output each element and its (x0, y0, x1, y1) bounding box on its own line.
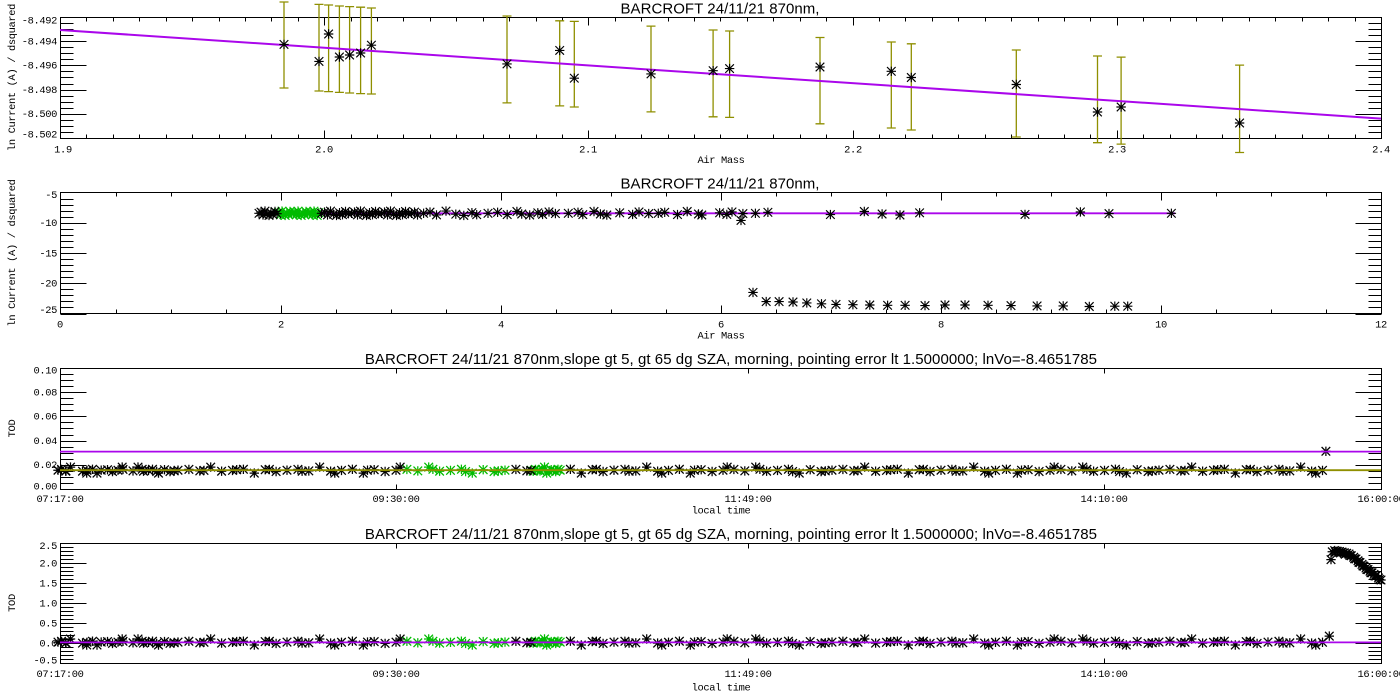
svg-text:14:10:00: 14:10:00 (1080, 494, 1127, 506)
svg-text:1.0: 1.0 (39, 598, 57, 610)
svg-text:16:00:00: 16:00:00 (1357, 494, 1400, 506)
svg-text:-25: -25 (39, 305, 57, 317)
svg-text:2.3: 2.3 (1108, 144, 1126, 156)
svg-text:0.10: 0.10 (33, 366, 57, 378)
svg-text:-20: -20 (39, 279, 57, 291)
svg-text:09:30:00: 09:30:00 (372, 669, 419, 681)
svg-text:1.9: 1.9 (54, 144, 72, 156)
svg-text:ln Current (A) / dsquared: ln Current (A) / dsquared (7, 4, 19, 151)
svg-text:BARCROFT 24/11/21 870nm,: BARCROFT 24/11/21 870nm, (620, 0, 819, 17)
svg-text:0.0: 0.0 (39, 638, 57, 650)
svg-text:07:17:00: 07:17:00 (36, 494, 83, 506)
svg-text:11:49:00: 11:49:00 (724, 669, 771, 681)
svg-text:-0.5: -0.5 (33, 656, 57, 668)
svg-text:-5: -5 (45, 190, 57, 202)
svg-text:2.2: 2.2 (844, 144, 862, 156)
svg-text:10: 10 (1155, 319, 1167, 331)
svg-text:12: 12 (1375, 319, 1387, 331)
svg-text:-8.494: -8.494 (22, 37, 57, 49)
svg-text:0.02: 0.02 (33, 460, 57, 472)
svg-text:09:30:00: 09:30:00 (372, 494, 419, 506)
svg-text:0.00: 0.00 (33, 481, 57, 493)
svg-text:0.5: 0.5 (39, 618, 57, 630)
svg-text:-15: -15 (39, 248, 57, 260)
svg-text:ln Current (A) / dsquared: ln Current (A) / dsquared (7, 179, 19, 326)
svg-text:-10: -10 (39, 218, 57, 230)
svg-text:0.06: 0.06 (33, 412, 57, 424)
svg-text:2.4: 2.4 (1372, 144, 1390, 156)
svg-text:1.5: 1.5 (39, 578, 57, 590)
svg-text:BARCROFT 24/11/21 870nm,: BARCROFT 24/11/21 870nm, (620, 175, 819, 192)
svg-text:0.04: 0.04 (33, 436, 57, 448)
svg-text:16:00:00: 16:00:00 (1357, 669, 1400, 681)
svg-text:2: 2 (278, 319, 284, 331)
svg-text:11:49:00: 11:49:00 (724, 494, 771, 506)
svg-text:BARCROFT 24/11/21 870nm,slope: BARCROFT 24/11/21 870nm,slope gt 5, gt 6… (365, 351, 1097, 368)
svg-text:0.08: 0.08 (33, 388, 57, 400)
svg-text:0: 0 (57, 319, 63, 331)
svg-text:local time: local time (692, 683, 751, 695)
svg-text:TOD: TOD (7, 420, 19, 438)
svg-text:2.1: 2.1 (579, 144, 597, 156)
svg-text:4: 4 (498, 319, 504, 331)
svg-text:local time: local time (692, 506, 751, 518)
svg-text:-8.492: -8.492 (22, 16, 57, 28)
svg-text:2.0: 2.0 (39, 558, 57, 570)
svg-text:BARCROFT 24/11/21 870nm,slope: BARCROFT 24/11/21 870nm,slope gt 5, gt 6… (365, 526, 1097, 543)
svg-text:-8.500: -8.500 (22, 109, 57, 121)
svg-text:-8.496: -8.496 (22, 61, 57, 73)
svg-text:6: 6 (718, 319, 724, 331)
svg-text:8: 8 (938, 319, 944, 331)
svg-text:-8.502: -8.502 (22, 130, 57, 142)
svg-text:TOD: TOD (7, 594, 19, 612)
svg-text:Air Mass: Air Mass (697, 155, 744, 167)
svg-text:Air Mass: Air Mass (697, 331, 744, 343)
svg-text:07:17:00: 07:17:00 (36, 669, 83, 681)
svg-text:-8.498: -8.498 (22, 85, 57, 97)
svg-text:2.5: 2.5 (39, 541, 57, 553)
svg-text:2.0: 2.0 (315, 144, 333, 156)
svg-text:14:10:00: 14:10:00 (1080, 669, 1127, 681)
